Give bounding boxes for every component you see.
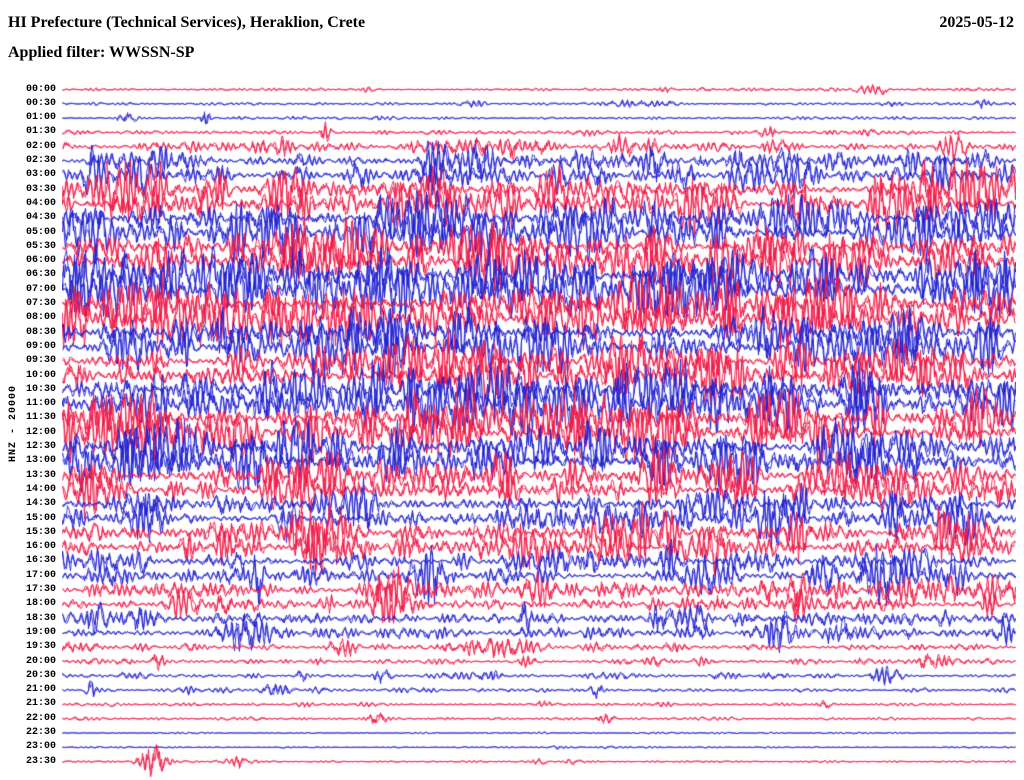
time-label: 22:00 [25, 712, 56, 724]
time-label: 23:30 [25, 755, 56, 767]
time-label: 10:00 [25, 369, 56, 381]
time-label: 14:00 [25, 483, 56, 495]
time-label: 12:30 [25, 441, 56, 452]
time-label: 07:00 [25, 283, 56, 295]
time-label: 02:00 [25, 140, 56, 152]
time-label: 02:30 [25, 155, 56, 166]
time-label: 07:30 [25, 298, 56, 309]
time-label: 08:30 [25, 326, 56, 338]
time-label: 01:00 [25, 112, 56, 124]
time-label: 19:00 [25, 626, 56, 638]
time-label: 06:00 [25, 255, 56, 267]
time-label: 08:00 [25, 312, 56, 324]
time-label: 15:30 [25, 526, 56, 538]
date-label: 2025-05-12 [939, 14, 1014, 31]
time-label: 18:30 [25, 612, 56, 624]
time-label: 21:00 [25, 684, 56, 696]
time-label: 16:00 [25, 541, 56, 553]
time-label: 18:00 [25, 598, 56, 610]
time-label: 05:30 [25, 240, 56, 252]
time-label: 01:30 [25, 126, 56, 138]
time-label: 03:00 [25, 169, 56, 181]
time-label: 11:30 [25, 412, 56, 424]
time-label: 09:30 [25, 355, 56, 367]
time-label: 04:30 [25, 212, 56, 224]
time-label: 20:30 [25, 669, 56, 681]
time-label: 10:30 [25, 383, 56, 395]
time-label: 11:00 [25, 398, 56, 410]
time-label: 20:00 [25, 655, 56, 667]
time-label: 13:00 [25, 455, 56, 467]
seismogram-canvas [62, 80, 1016, 780]
time-label: 21:30 [25, 698, 56, 710]
time-label: 14:30 [25, 498, 56, 510]
time-label: 19:30 [25, 641, 56, 653]
time-label: 17:30 [25, 584, 56, 595]
time-label: 13:30 [25, 469, 56, 481]
time-label: 05:00 [25, 226, 56, 238]
time-label: 00:00 [25, 83, 56, 95]
time-label: 12:00 [25, 426, 56, 438]
time-label: 15:00 [25, 512, 56, 524]
time-label: 16:30 [25, 555, 56, 567]
time-label: 09:00 [25, 340, 56, 352]
time-label: 23:00 [25, 741, 56, 753]
page-title: HI Prefecture (Technical Services), Hera… [8, 14, 366, 31]
time-label: 06:30 [25, 269, 56, 281]
time-label: 00:30 [25, 97, 56, 109]
filter-label: Applied filter: WWSSN-SP [8, 44, 195, 61]
time-label: 17:00 [25, 569, 56, 581]
time-label: 03:30 [25, 183, 56, 195]
time-label: 04:00 [25, 197, 56, 209]
time-label: 22:30 [25, 727, 56, 738]
